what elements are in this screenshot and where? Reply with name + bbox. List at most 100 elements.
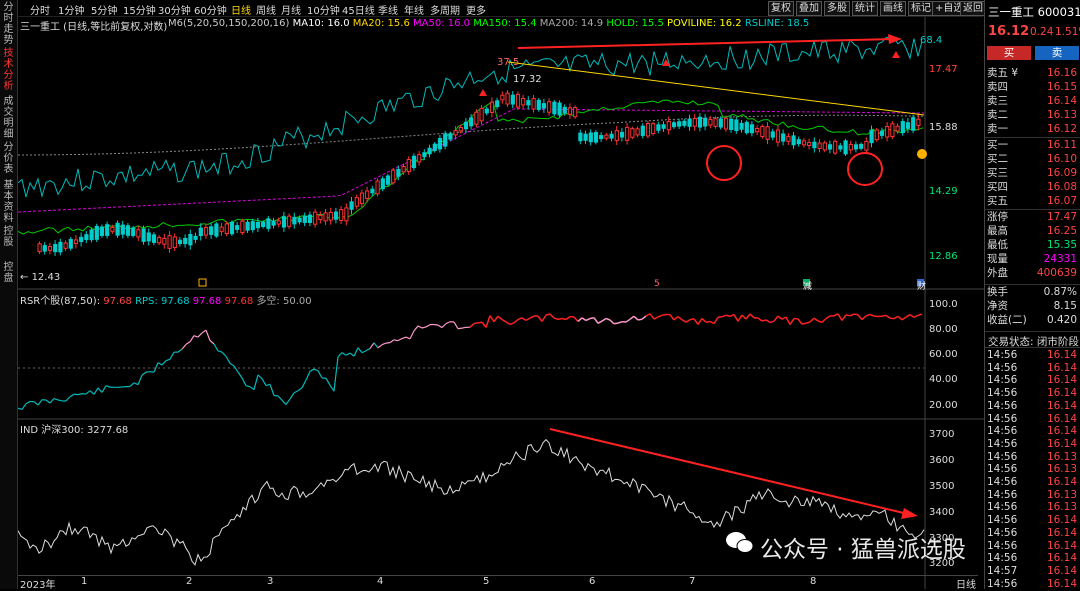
- period-tab-more[interactable]: 更多: [466, 2, 486, 17]
- buy-button[interactable]: 买: [987, 46, 1031, 60]
- period-tab[interactable]: 分时: [30, 2, 50, 17]
- period-tab[interactable]: 月线: [281, 2, 301, 17]
- period-tab[interactable]: 10分钟: [307, 2, 340, 17]
- period-tab[interactable]: 45日线: [342, 2, 375, 17]
- rsr-segment: [318, 371, 322, 378]
- period-tab[interactable]: 15分钟: [123, 2, 156, 17]
- tick-row-value: 16.14: [1047, 565, 1077, 578]
- candle-body: [340, 210, 343, 221]
- ind-axis-tick: 3500: [929, 481, 954, 492]
- candle-body: [683, 121, 686, 125]
- tick-row-value: 16.14: [1047, 476, 1077, 489]
- ask-row-value: 16.14: [1047, 95, 1077, 108]
- candle-body: [184, 238, 187, 243]
- tab-fundamentals[interactable]: 基本资料: [2, 180, 15, 224]
- rsr-segment: [498, 316, 502, 319]
- candle-body: [199, 228, 202, 235]
- candle-body: [818, 143, 821, 148]
- tick-row-value: 16.14: [1047, 425, 1077, 438]
- rsr-segment: [226, 356, 230, 363]
- rsr-value-2: 97.68: [193, 296, 222, 307]
- tab-holdings[interactable]: 控股: [2, 226, 15, 248]
- candle-body: [553, 102, 556, 114]
- rsr-segment: [526, 318, 530, 320]
- restore-rights-button[interactable]: 复权: [768, 1, 794, 16]
- tick-row-label: 14:56: [987, 476, 1017, 489]
- candle-body: [782, 134, 785, 141]
- rsr-segment: [242, 378, 246, 386]
- sell-button[interactable]: 卖: [1035, 46, 1079, 60]
- back-button[interactable]: 返回: [960, 1, 986, 16]
- candle-body: [605, 135, 608, 138]
- rsr-segment: [186, 342, 190, 345]
- candle-body: [116, 223, 119, 235]
- mark-button[interactable]: 标记: [908, 1, 934, 16]
- period-tab-daily[interactable]: 日线: [231, 2, 251, 17]
- rsline-path: [18, 37, 922, 197]
- stat-row-label: 现量: [987, 253, 1008, 266]
- rsr-segment: [378, 345, 382, 348]
- candle-body: [449, 134, 452, 139]
- rsr-segment: [478, 322, 482, 323]
- alert-icon[interactable]: [917, 149, 927, 159]
- long-short-legend: 多空: 50.00: [256, 296, 311, 307]
- candle-body: [792, 136, 795, 145]
- period-tab[interactable]: 60分钟: [194, 2, 227, 17]
- candle-body: [90, 230, 93, 240]
- rsr-segment: [50, 399, 54, 404]
- candle-body: [745, 122, 748, 132]
- tick-row-label: 14:56: [987, 374, 1017, 387]
- tick-row-label: 14:57: [987, 565, 1017, 578]
- event-marker[interactable]: [199, 279, 206, 286]
- bid-row-value: 16.09: [1047, 167, 1077, 180]
- rsr-segment: [882, 315, 886, 316]
- x-axis-month: 1: [81, 576, 87, 587]
- period-tab[interactable]: 5分钟: [91, 2, 117, 17]
- rsr-segment: [282, 400, 286, 404]
- candle-body: [501, 95, 504, 100]
- rsr-segment: [166, 359, 170, 360]
- rsr-segment: [914, 315, 918, 317]
- rsr-segment: [278, 396, 282, 400]
- candle-body: [917, 119, 920, 125]
- period-tab[interactable]: 30分钟: [158, 2, 191, 17]
- tab-price-table[interactable]: 分价表: [2, 142, 15, 175]
- candle-body: [142, 229, 145, 242]
- tab-intraday[interactable]: 分时走势: [2, 2, 15, 46]
- statistics-button[interactable]: 统计: [852, 1, 878, 16]
- tab-technical-analysis[interactable]: 技术分析: [2, 48, 15, 92]
- candle-body: [334, 212, 337, 219]
- rsr-segment: [582, 318, 586, 321]
- tick-row-value: 16.14: [1047, 374, 1077, 387]
- divider: [985, 209, 1080, 210]
- rsr-segment: [86, 391, 90, 394]
- period-tab[interactable]: 周线: [256, 2, 276, 17]
- stat2-row-label: 收益(二): [987, 314, 1027, 327]
- candle-body: [147, 233, 150, 241]
- ask-row-value: 16.15: [1047, 81, 1077, 94]
- overlay-button[interactable]: 叠加: [796, 1, 822, 16]
- tick-row-value: 16.14: [1047, 438, 1077, 451]
- candle-body: [355, 198, 358, 207]
- candle-body: [761, 127, 764, 137]
- multi-stock-button[interactable]: 多股: [824, 1, 850, 16]
- rsr-axis-tick: 100.0: [929, 299, 958, 310]
- candle-body: [496, 101, 499, 107]
- tab-control[interactable]: 控盘: [2, 262, 15, 284]
- tab-trade-details[interactable]: 成交明细: [2, 96, 15, 140]
- period-tab[interactable]: 年线: [404, 2, 424, 17]
- period-tab[interactable]: 1分钟: [58, 2, 84, 17]
- tick-row-label: 14:56: [987, 527, 1017, 540]
- period-tab[interactable]: 季线: [378, 2, 398, 17]
- period-tab[interactable]: 多周期: [430, 2, 460, 17]
- candle-body: [704, 118, 707, 126]
- candle-body: [870, 130, 873, 142]
- draw-line-button[interactable]: 画线: [880, 1, 906, 16]
- rsr-segment: [790, 319, 794, 325]
- rsr-segment: [682, 320, 686, 322]
- tick-row-value: 16.14: [1047, 540, 1077, 553]
- rsr-segment: [846, 315, 850, 316]
